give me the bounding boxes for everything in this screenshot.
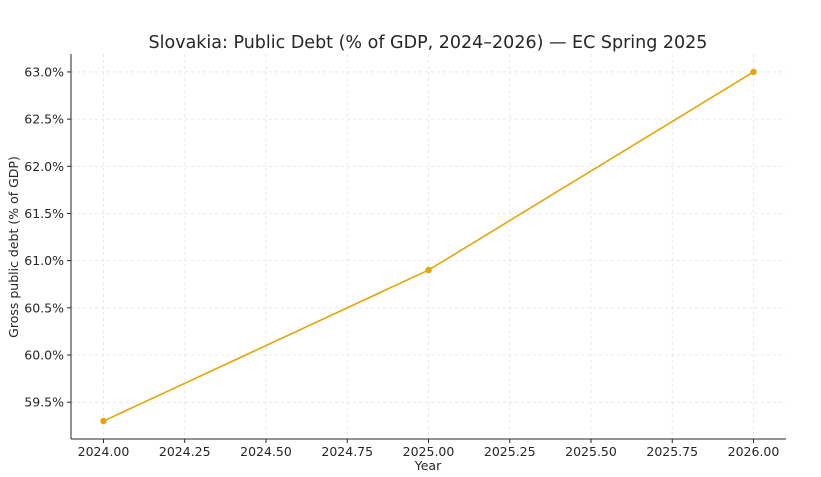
x-tick-label: 2025.25 <box>484 444 536 459</box>
y-tick-label: 62.0% <box>24 159 64 174</box>
data-point <box>425 266 432 274</box>
grid <box>71 54 786 439</box>
x-tick-label: 2024.00 <box>78 444 130 459</box>
x-tick-label: 2025.00 <box>403 444 455 459</box>
data-point <box>100 417 107 425</box>
y-tick-label: 61.0% <box>24 253 64 268</box>
y-tick-label: 62.5% <box>24 112 64 127</box>
data-point <box>750 68 757 76</box>
x-tick-label: 2024.75 <box>321 444 373 459</box>
y-ticks: 59.5% 60.0% 60.5% 61.0% 61.5% 62.0% 62.5% 63.0% <box>24 64 71 410</box>
y-tick-label: 60.5% <box>24 300 64 315</box>
chart-title: Slovakia: Public Debt (% of GDP, 2024–20… <box>149 33 708 53</box>
x-axis-label: Year <box>414 458 442 473</box>
x-tick-label: 2024.50 <box>240 444 292 459</box>
y-tick-label: 61.5% <box>24 206 64 221</box>
x-tick-label: 2026.00 <box>728 444 780 459</box>
y-tick-label: 59.5% <box>24 395 64 410</box>
y-tick-label: 63.0% <box>24 64 64 79</box>
x-tick-label: 2025.50 <box>565 444 617 459</box>
x-tick-label: 2025.75 <box>646 444 698 459</box>
x-tick-label: 2024.25 <box>159 444 211 459</box>
y-axis-label: Gross public debt (% of GDP) <box>6 156 21 338</box>
x-ticks: 2024.00 2024.25 2024.50 2024.75 2025.00 2025.… <box>78 439 780 459</box>
y-tick-label: 60.0% <box>24 348 64 363</box>
series-layer <box>100 68 757 425</box>
